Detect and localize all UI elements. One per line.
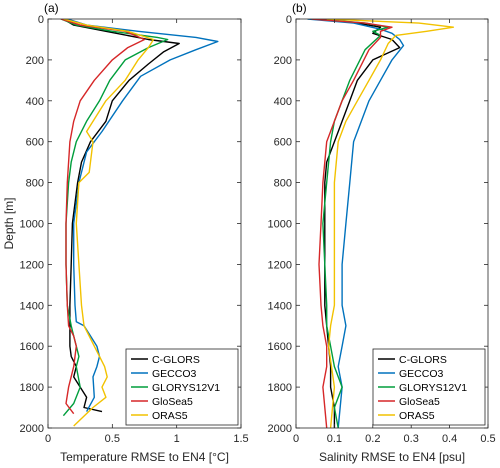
panel-b-ytick-label: 800 — [274, 178, 292, 190]
panel-b-legend-label-glosea5: GloSea5 — [399, 396, 440, 408]
panel-a-legend-label-c-glors: C-GLORS — [152, 354, 200, 366]
panel-a-series-glosea5 — [60, 19, 146, 415]
panel-a-ytick-label: 200 — [26, 55, 44, 67]
panel-a-ytick-label: 0 — [38, 14, 44, 26]
panel-b-legend-label-gecco3: GECCO3 — [399, 368, 444, 380]
panel-b-xtick-label: 0.2 — [365, 433, 380, 445]
panel-a-panel-label: (a) — [44, 1, 59, 15]
panel-b-xtick-label: 0.1 — [327, 433, 342, 445]
panel-b-xlabel: Salinity RMSE to EN4 [psu] — [319, 450, 465, 464]
panel-b-series-glosea5 — [311, 19, 393, 428]
panel-a-ytick-label: 1200 — [20, 259, 44, 271]
panel-a-series-c-glors — [63, 19, 180, 413]
panel-a-ytick-label: 1400 — [20, 300, 44, 312]
panel-a-ytick-label: 1800 — [20, 382, 44, 394]
panel-a-legend-label-oras5: ORAS5 — [152, 410, 188, 422]
panel-a-xlabel: Temperature RMSE to EN4 [°C] — [60, 450, 229, 464]
panel-b-ytick-label: 1600 — [268, 341, 292, 353]
panel-a-xtick-label: 0 — [45, 433, 51, 445]
panel-a-ytick-label: 600 — [26, 137, 44, 149]
panel-a-xtick-label: 1 — [174, 433, 180, 445]
panel-b-xtick-label: 0.3 — [404, 433, 419, 445]
panel-b-ytick-label: 0 — [286, 14, 292, 26]
panel-a-legend-label-glosea5: GloSea5 — [152, 396, 193, 408]
panel-a-xtick-label: 0.5 — [105, 433, 120, 445]
panel-a-legend-label-gecco3: GECCO3 — [152, 368, 197, 380]
panel-a-ytick-label: 2000 — [20, 423, 44, 435]
panel-b-xtick-label: 0 — [293, 433, 299, 445]
panel-b-ytick-label: 2000 — [268, 423, 292, 435]
panel-b-series-oras5 — [326, 19, 455, 428]
panel-b-series-gecco3 — [307, 19, 405, 428]
panel-b-ytick-label: 600 — [274, 137, 292, 149]
panel-a-series-oras5 — [63, 19, 155, 427]
panel-b-ytick-label: 1200 — [268, 259, 292, 271]
panel-b-ytick-label: 1400 — [268, 300, 292, 312]
panel-b-ytick-label: 1000 — [268, 219, 292, 231]
panel-a-ytick-label: 800 — [26, 178, 44, 190]
panel-a-ytick-label: 400 — [26, 96, 44, 108]
panel-b-legend-label-oras5: ORAS5 — [399, 410, 435, 422]
panel-a-ytick-label: 1000 — [20, 219, 44, 231]
panel-a-xtick-label: 1.5 — [233, 433, 248, 445]
panel-b-series-glorys12v1 — [318, 19, 389, 428]
panel-b-legend-label-c-glors: C-GLORS — [399, 354, 447, 366]
panel-b-xtick-label: 0.4 — [442, 433, 457, 445]
panel-b-ytick-label: 1800 — [268, 382, 292, 394]
panel-b-ytick-label: 400 — [274, 96, 292, 108]
panel-b-legend-label-glorys12v1: GLORYS12V1 — [399, 382, 467, 394]
panel-b-ytick-label: 200 — [274, 55, 292, 67]
panel-a-ylabel: Depth [m] — [2, 197, 16, 249]
panel-b-panel-label: (b) — [292, 1, 307, 15]
panel-a-legend-label-glorys12v1: GLORYS12V1 — [152, 382, 220, 394]
panel-b-xtick-label: 0.5 — [480, 433, 495, 445]
panel-a-ytick-label: 1600 — [20, 341, 44, 353]
panel-a-series-glorys12v1 — [60, 19, 169, 417]
